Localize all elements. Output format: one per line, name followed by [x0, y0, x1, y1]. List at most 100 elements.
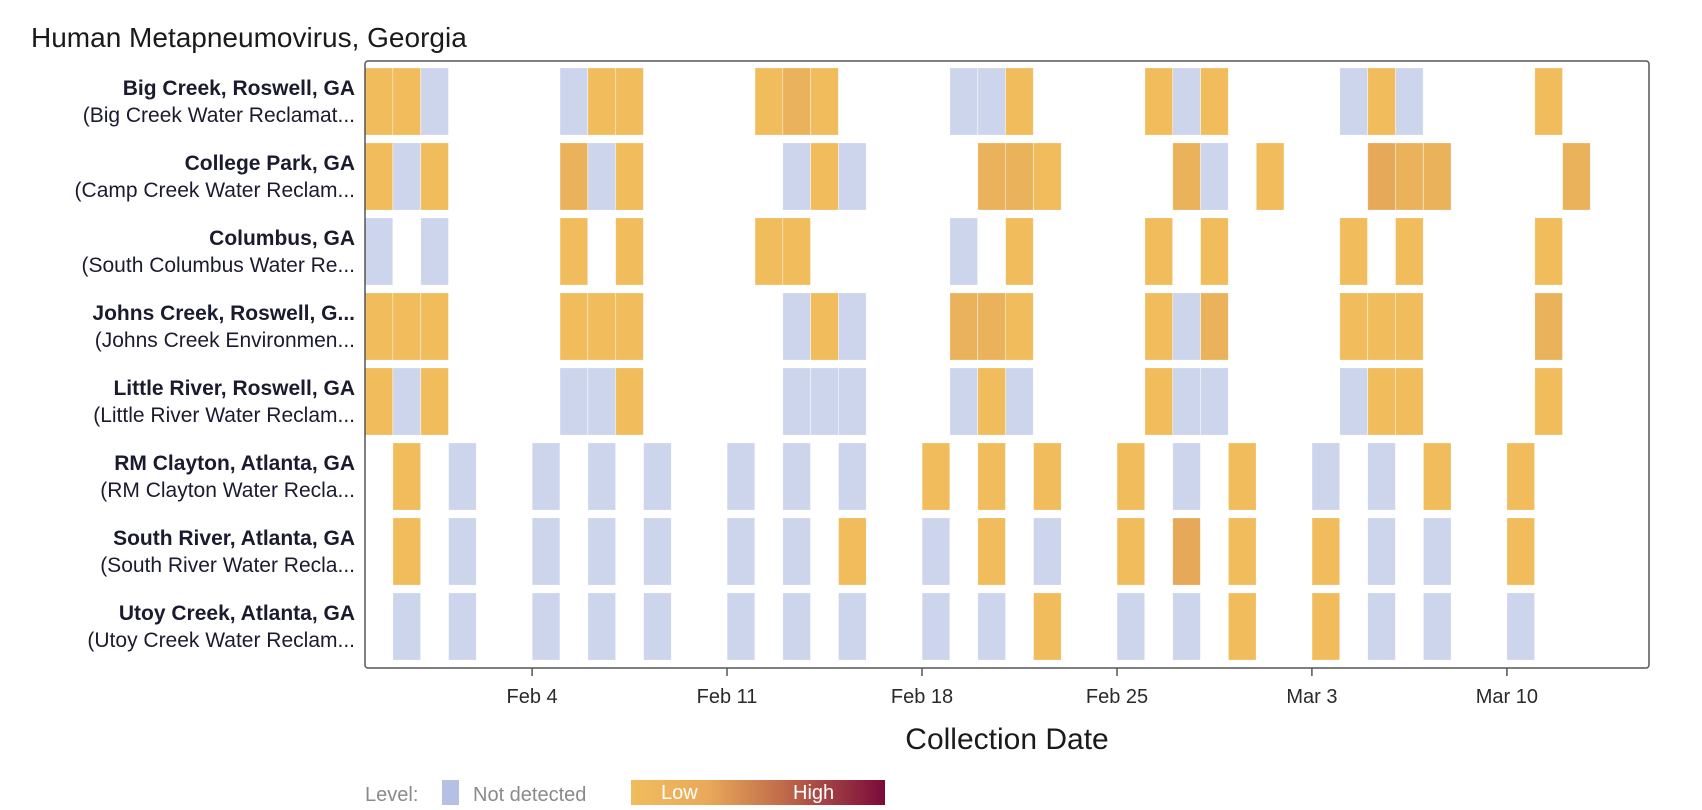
- heatmap-cell: [531, 517, 561, 586]
- chart-title: Human Metapneumovirus, Georgia: [31, 22, 467, 53]
- heatmap-cell: [1005, 67, 1034, 136]
- heatmap-cell: [726, 592, 756, 661]
- heatmap-cell: [1367, 592, 1396, 661]
- heatmap-cell: [1367, 442, 1396, 511]
- heatmap-cell: [559, 67, 588, 136]
- heatmap-cell: [587, 67, 616, 136]
- x-tick-label: Feb 18: [891, 686, 953, 708]
- heatmap-cell: [810, 367, 839, 436]
- heatmap-cell: [392, 67, 421, 136]
- heatmap-cell: [1200, 367, 1229, 436]
- heatmap-cell: [1339, 67, 1368, 136]
- heatmap-cell: [921, 592, 951, 661]
- heatmap-cell: [1395, 217, 1424, 286]
- row-label-facility: (Big Creek Water Reclamat...: [83, 104, 355, 127]
- heatmap-cell: [1395, 292, 1424, 361]
- heatmap-cell: [364, 292, 394, 361]
- heatmap-cell: [587, 442, 616, 511]
- heatmap-cell: [448, 442, 477, 511]
- legend: Level: Not detected Low High: [365, 780, 885, 806]
- heatmap-cell: [1116, 517, 1145, 586]
- heatmap-cell: [1144, 367, 1173, 436]
- x-tick-label: Mar 3: [1286, 686, 1337, 708]
- heatmap-cell: [1562, 142, 1591, 211]
- heatmap-cell: [1311, 592, 1340, 661]
- heatmap-cell: [1228, 592, 1257, 661]
- heatmap-cell: [782, 217, 811, 286]
- plot-frame: [364, 60, 1650, 669]
- heatmap-cell: [1423, 517, 1452, 586]
- heatmap-cell: [1172, 292, 1201, 361]
- heatmap-cell: [949, 67, 978, 136]
- heatmap-cell: [782, 367, 811, 436]
- heatmap-cell: [810, 67, 839, 136]
- row-label-facility: (Camp Creek Water Reclam...: [75, 179, 355, 202]
- heatmap-cell: [643, 592, 672, 661]
- heatmap-cell: [810, 142, 839, 211]
- heatmap-cell: [1506, 517, 1535, 586]
- heatmap-cell: [364, 217, 394, 286]
- heatmap-cell: [1534, 292, 1563, 361]
- row-label-site: Columbus, GA: [209, 227, 355, 250]
- heatmap-cell: [1228, 517, 1257, 586]
- heatmap-cell: [838, 517, 867, 586]
- row-label-facility: (South River Water Recla...: [100, 554, 355, 577]
- heatmap-cell: [1172, 367, 1201, 436]
- heatmap-cell: [1005, 292, 1034, 361]
- heatmap-cell: [977, 367, 1006, 436]
- heatmap-cell: [782, 592, 811, 661]
- heatmap-cell: [1339, 367, 1368, 436]
- heatmap-cell: [392, 517, 421, 586]
- heatmap-cell: [1534, 217, 1563, 286]
- heatmap-cell: [754, 217, 783, 286]
- heatmap-cell: [1506, 592, 1535, 661]
- heatmap-cell: [1172, 442, 1201, 511]
- heatmap-cell: [1228, 442, 1257, 511]
- heatmap-cell: [810, 292, 839, 361]
- heatmap-cell: [726, 442, 756, 511]
- heatmap-cell: [838, 592, 867, 661]
- heatmap-cell: [615, 142, 644, 211]
- heatmap-cell: [587, 592, 616, 661]
- heatmap-cell: [1144, 217, 1173, 286]
- heatmap-cell: [587, 517, 616, 586]
- heatmap-cell: [392, 142, 421, 211]
- heatmap-cell: [1534, 367, 1563, 436]
- heatmap-cell: [420, 67, 449, 136]
- heatmap-cell: [754, 67, 783, 136]
- legend-not-detected-label: Not detected: [473, 784, 586, 806]
- heatmap-cell: [587, 292, 616, 361]
- heatmap-cell: [364, 142, 394, 211]
- heatmap-cell: [1534, 67, 1563, 136]
- x-tick-label: Feb 25: [1086, 686, 1148, 708]
- heatmap-cell: [1395, 67, 1424, 136]
- heatmap-cell: [559, 217, 588, 286]
- row-label-site: Little River, Roswell, GA: [113, 377, 355, 400]
- heatmap-cell: [1144, 292, 1173, 361]
- heatmap-cell: [977, 67, 1006, 136]
- heatmap-cell: [977, 442, 1006, 511]
- heatmap-cell: [1395, 367, 1424, 436]
- heatmap-cell: [1339, 292, 1368, 361]
- row-label-facility: (RM Clayton Water Recla...: [100, 479, 355, 502]
- x-tick-label: Mar 10: [1476, 686, 1538, 708]
- heatmap-cell: [1172, 592, 1201, 661]
- heatmap-cell: [392, 442, 421, 511]
- x-axis-title: Collection Date: [905, 723, 1108, 756]
- heatmap-cell: [1395, 142, 1424, 211]
- heatmap-cell: [782, 442, 811, 511]
- x-tick-label: Feb 11: [697, 686, 758, 708]
- heatmap-cell: [531, 592, 561, 661]
- row-label-site: College Park, GA: [185, 152, 355, 175]
- heatmap-cell: [1172, 517, 1201, 586]
- heatmap-cell: [921, 517, 951, 586]
- heatmap-cell: [1033, 592, 1062, 661]
- heatmap-cell: [1423, 442, 1452, 511]
- heatmap-cell: [1172, 67, 1201, 136]
- heatmap-cell: [615, 217, 644, 286]
- heatmap-cell: [1200, 217, 1229, 286]
- heatmap-cell: [1423, 142, 1452, 211]
- heatmap-cell: [726, 517, 756, 586]
- heatmap-cell: [364, 67, 394, 136]
- heatmap-cell: [559, 367, 588, 436]
